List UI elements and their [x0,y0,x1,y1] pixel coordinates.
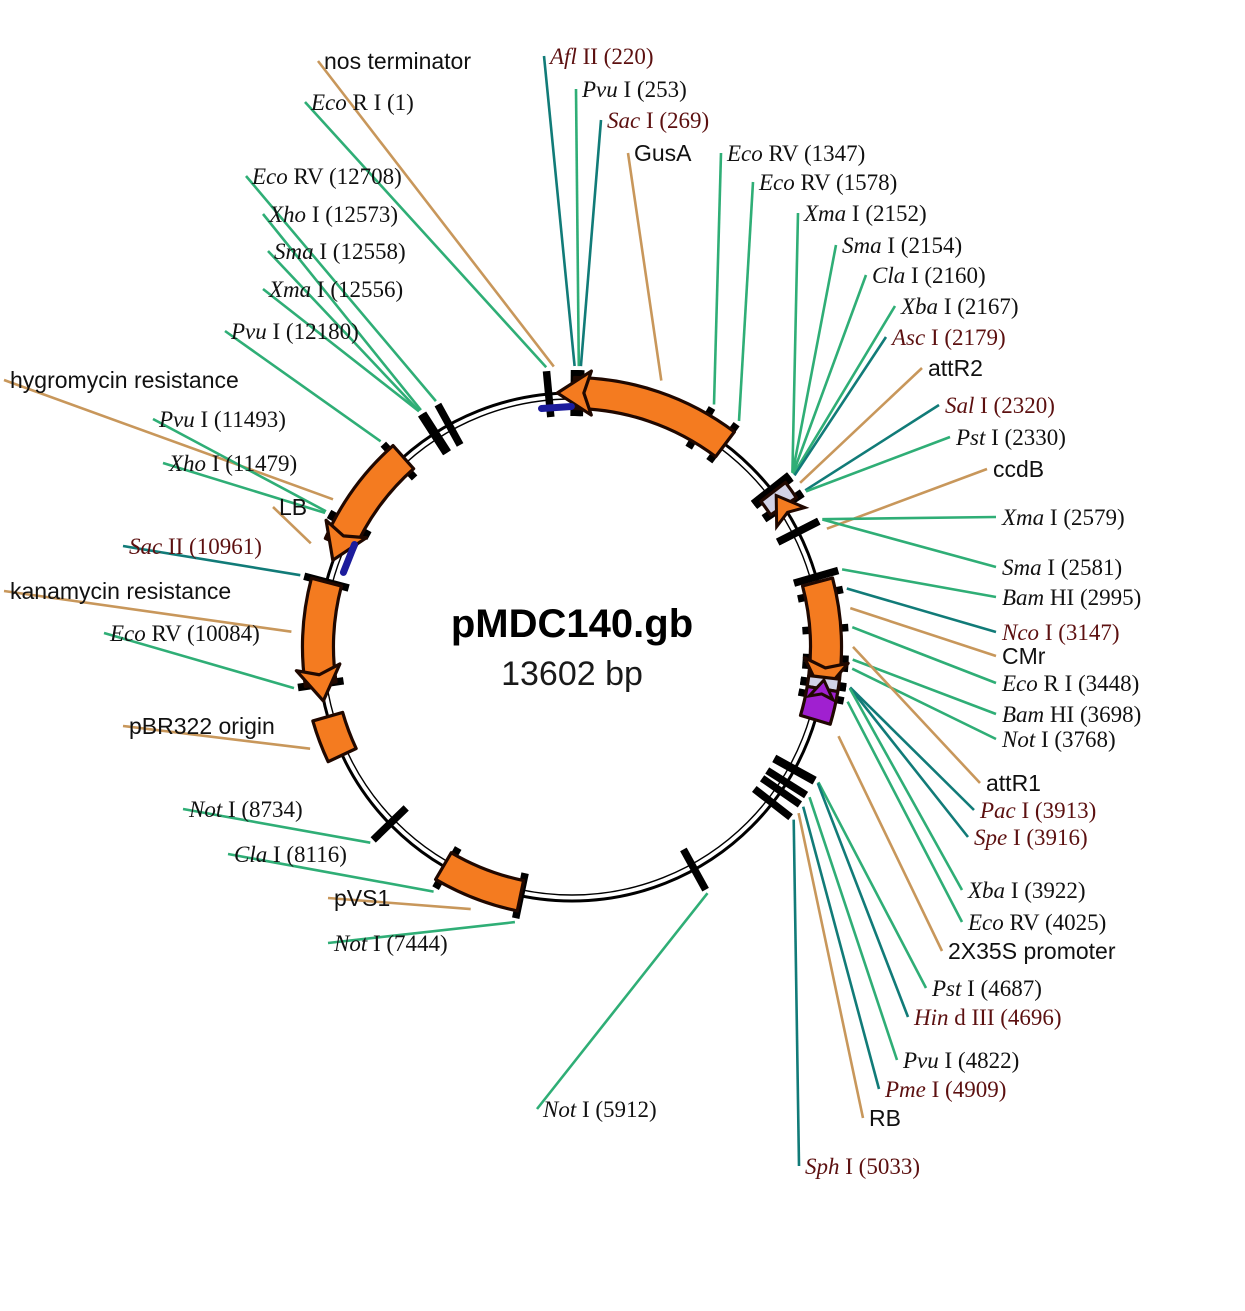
svg-text:pBR322 origin: pBR322 origin [129,713,275,739]
svg-text:Not I (7444): Not I (7444) [333,931,448,956]
svg-text:Sma I (2154): Sma I (2154) [842,233,962,258]
svg-text:Nco I (3147): Nco I (3147) [1001,620,1120,645]
svg-text:hygromycin resistance: hygromycin resistance [10,367,239,393]
svg-text:Sac I (269): Sac I (269) [607,108,709,133]
svg-text:pVS1: pVS1 [334,885,390,911]
svg-text:Cla I (8116): Cla I (8116) [234,842,347,867]
svg-text:Xma I (2152): Xma I (2152) [803,201,927,226]
svg-text:kanamycin resistance: kanamycin resistance [10,578,231,604]
svg-text:Sal I (2320): Sal I (2320) [945,393,1055,418]
svg-text:Eco RV (12708): Eco RV (12708) [251,164,402,189]
svg-text:Xma I (2579): Xma I (2579) [1001,505,1125,530]
svg-text:Pvu I (11493): Pvu I (11493) [158,407,286,432]
svg-text:CMr: CMr [1002,643,1046,669]
svg-text:Cla I (2160): Cla I (2160) [872,263,986,288]
svg-text:Afl II (220): Afl II (220) [548,44,653,69]
svg-text:nos terminator: nos terminator [324,48,471,74]
svg-text:Pst I (2330): Pst I (2330) [955,425,1066,450]
svg-text:Xba I (2167): Xba I (2167) [900,294,1019,319]
svg-text:Not I (3768): Not I (3768) [1001,727,1116,752]
svg-text:Xma I (12556): Xma I (12556) [268,277,403,302]
svg-text:GusA: GusA [634,140,692,166]
svg-text:Sma I (2581): Sma I (2581) [1002,555,1122,580]
svg-text:Sma I (12558): Sma I (12558) [274,239,406,264]
svg-text:Pvu I (12180): Pvu I (12180) [230,319,359,344]
svg-text:pMDC140.gb: pMDC140.gb [451,602,693,646]
svg-text:Eco RV (10084): Eco RV (10084) [109,621,260,646]
svg-text:Sac II (10961): Sac II (10961) [129,534,262,559]
svg-text:Xba I (3922): Xba I (3922) [967,878,1086,903]
svg-text:Pvu I (4822): Pvu I (4822) [902,1048,1019,1073]
svg-text:Pvu I (253): Pvu I (253) [581,77,687,102]
svg-text:attR2: attR2 [928,355,983,381]
svg-text:Eco RV (4025): Eco RV (4025) [967,910,1106,935]
svg-text:Bam HI (2995): Bam HI (2995) [1002,585,1141,610]
svg-text:Xho I (12573): Xho I (12573) [268,202,398,227]
svg-text:Pst I (4687): Pst I (4687) [931,976,1042,1001]
svg-text:RB: RB [869,1105,901,1131]
svg-text:Pme I (4909): Pme I (4909) [884,1077,1006,1102]
svg-text:13602 bp: 13602 bp [501,655,643,693]
svg-text:Bam HI (3698): Bam HI (3698) [1002,702,1141,727]
svg-text:ccdB: ccdB [993,456,1044,482]
svg-text:Eco RV (1347): Eco RV (1347) [726,141,865,166]
svg-text:Pac I (3913): Pac I (3913) [979,798,1096,823]
svg-text:Eco R I (1): Eco R I (1) [310,90,414,115]
svg-text:LB: LB [279,494,307,520]
svg-text:Not I (8734): Not I (8734) [188,797,303,822]
svg-text:Hin d III (4696): Hin d III (4696) [913,1005,1062,1030]
svg-text:Xho I (11479): Xho I (11479) [168,451,297,476]
svg-text:Asc I (2179): Asc I (2179) [890,325,1006,350]
svg-text:Eco RV (1578): Eco RV (1578) [758,170,897,195]
svg-text:2X35S promoter: 2X35S promoter [948,938,1116,964]
svg-text:Spe I (3916): Spe I (3916) [974,825,1088,850]
svg-text:Not I (5912): Not I (5912) [542,1097,657,1122]
svg-text:Sph I (5033): Sph I (5033) [805,1154,920,1179]
svg-text:attR1: attR1 [986,770,1041,796]
svg-text:Eco R I (3448): Eco R I (3448) [1001,671,1139,696]
